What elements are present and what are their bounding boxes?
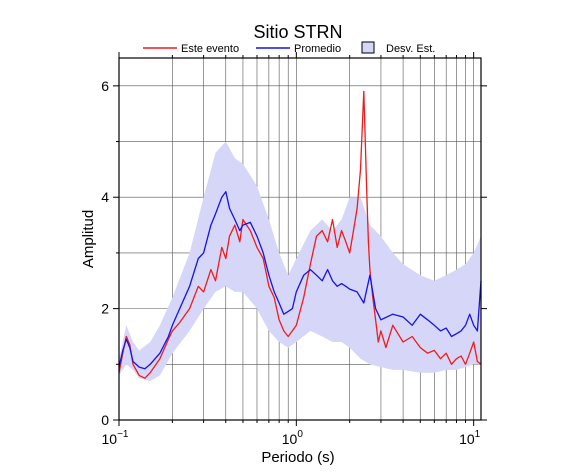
series-layer bbox=[118, 90, 482, 379]
legend-label: Promedio bbox=[294, 43, 341, 55]
y-axis-label: Amplitud bbox=[80, 210, 97, 268]
y-tick-label: 6 bbox=[101, 78, 109, 94]
legend-item-desv-est: Desv. Est. bbox=[361, 41, 435, 55]
y-tick-label: 2 bbox=[101, 301, 109, 317]
legend-item-promedio: Promedio bbox=[256, 43, 341, 55]
legend-label: Desv. Est. bbox=[386, 43, 435, 55]
chart-title: Sitio STRN bbox=[253, 22, 342, 42]
x-axis-label: Periodo (s) bbox=[261, 449, 334, 466]
legend-item-este-evento: Este evento bbox=[143, 43, 239, 55]
series-line-promedio bbox=[118, 191, 482, 370]
std-dev-band-layer bbox=[119, 141, 481, 381]
axes-layer: 0 2 4 6 10−1 100 101 bbox=[101, 52, 487, 447]
std-dev-band bbox=[119, 141, 481, 381]
legend: Este evento Promedio Desv. Est. bbox=[143, 41, 435, 55]
series-line-este-evento bbox=[118, 90, 482, 379]
x-tick-label: 10−1 bbox=[102, 429, 129, 447]
legend-label: Este evento bbox=[181, 43, 239, 55]
y-tick-label: 0 bbox=[101, 412, 109, 428]
y-tick-label: 4 bbox=[101, 189, 109, 205]
x-tick-label: 101 bbox=[459, 429, 481, 447]
legend-swatch bbox=[361, 41, 375, 54]
plot-frame bbox=[118, 57, 482, 421]
x-tick-label: 100 bbox=[282, 429, 304, 447]
